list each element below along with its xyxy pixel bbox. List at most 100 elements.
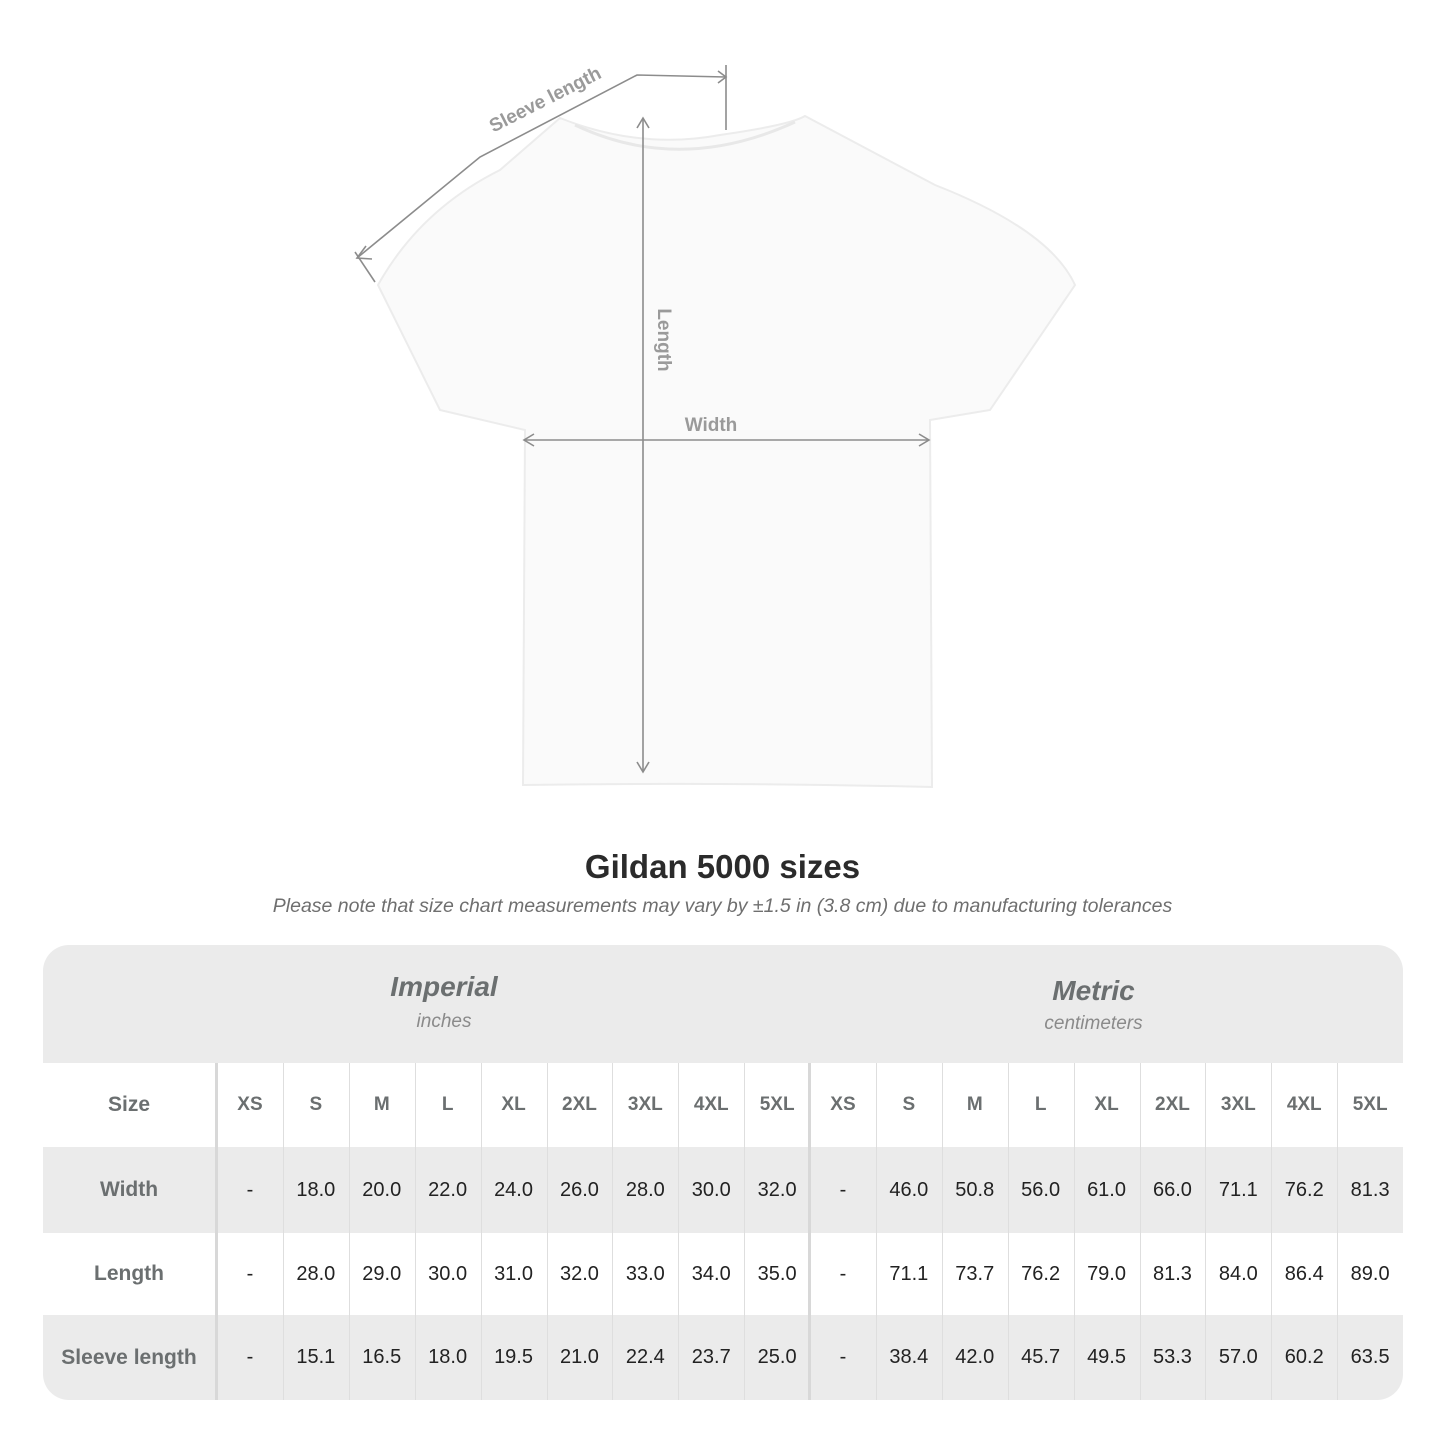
row-label: Length [94, 1262, 164, 1285]
column-divider [1074, 1063, 1075, 1400]
imperial-value: 25.0 [757, 1346, 797, 1368]
length-label: Length [653, 308, 674, 371]
imperial-value: 18.0 [428, 1346, 468, 1368]
imperial-size-m: M [373, 1094, 390, 1115]
column-divider [942, 1063, 943, 1400]
column-divider [1271, 1063, 1272, 1400]
metric-value: 60.2 [1284, 1346, 1324, 1368]
metric-value: 50.8 [955, 1178, 995, 1201]
column-divider [415, 1063, 416, 1400]
imperial-value: 32.0 [757, 1178, 797, 1201]
metric-value: 46.0 [889, 1178, 929, 1201]
imperial-value: 20.0 [362, 1178, 402, 1201]
imperial-value: 35.0 [757, 1262, 797, 1285]
imperial-header: Imperial inches [215, 945, 673, 1063]
column-divider [481, 1063, 482, 1400]
imperial-value: 19.5 [494, 1346, 533, 1368]
imperial-value: 18.0 [296, 1178, 336, 1201]
metric-size-4xl: 4XL [1286, 1094, 1322, 1115]
metric-size-s: S [902, 1094, 916, 1115]
imperial-value: 28.0 [296, 1262, 336, 1285]
metric-value: 45.7 [1021, 1346, 1061, 1368]
metric-value: 81.3 [1152, 1262, 1192, 1285]
imperial-value: 21.0 [559, 1346, 599, 1368]
metric-value: 53.3 [1152, 1346, 1192, 1368]
column-divider [547, 1063, 548, 1400]
metric-size-xl: XL [1094, 1094, 1119, 1115]
row-label: Width [99, 1178, 159, 1201]
metric-size-2xl: 2XL [1155, 1094, 1190, 1115]
metric-value: 57.0 [1218, 1346, 1258, 1368]
metric-value: - [839, 1178, 847, 1201]
tolerance-note: Please note that size chart measurements… [272, 895, 1173, 917]
metric-size-3xl: 3XL [1220, 1094, 1256, 1115]
metric-value: 61.0 [1087, 1178, 1126, 1201]
width-label: Width [685, 415, 738, 436]
metric-value: 38.4 [889, 1346, 929, 1368]
imperial-value: 30.0 [428, 1262, 468, 1285]
column-divider [876, 1063, 877, 1400]
sleeve-length-label: Sleeve length [486, 63, 605, 137]
imperial-value: 32.0 [559, 1262, 599, 1285]
column-divider [808, 1063, 811, 1400]
imperial-size-3xl: 3XL [627, 1094, 663, 1115]
metric-title: Metric [1052, 975, 1135, 1006]
metric-value: 89.0 [1350, 1262, 1390, 1285]
column-divider [1205, 1063, 1206, 1400]
metric-value: 49.5 [1087, 1346, 1126, 1368]
metric-size-5xl: 5XL [1352, 1094, 1388, 1115]
column-divider [744, 1063, 745, 1400]
row-label: Sleeve length [61, 1345, 197, 1369]
sleeve-length-row [43, 1315, 1403, 1400]
imperial-value: 23.7 [691, 1346, 731, 1368]
column-divider [349, 1063, 350, 1400]
imperial-value: 31.0 [494, 1262, 533, 1285]
metric-value: 42.0 [955, 1346, 995, 1368]
imperial-size-2xl: 2XL [562, 1094, 597, 1115]
metric-size-m: M [966, 1094, 983, 1115]
imperial-size-s: S [309, 1094, 323, 1115]
imperial-value: 34.0 [691, 1262, 731, 1285]
column-divider [283, 1063, 284, 1400]
imperial-value: - [246, 1262, 254, 1285]
column-divider [1008, 1063, 1009, 1400]
imperial-size-l: L [441, 1094, 454, 1115]
size-header: Size [107, 1093, 151, 1116]
metric-value: - [839, 1262, 847, 1285]
metric-unit: centimeters [1044, 1013, 1143, 1034]
imperial-value: 22.4 [625, 1346, 665, 1368]
metric-size-l: L [1034, 1094, 1047, 1115]
imperial-title: Imperial [390, 971, 498, 1002]
metric-value: 71.1 [1218, 1178, 1258, 1201]
imperial-value: 26.0 [559, 1178, 599, 1201]
imperial-value: 33.0 [625, 1262, 665, 1285]
tshirt-image [376, 114, 1077, 789]
size-table: Imperial inches Metric centimeters Size X… [43, 945, 1403, 1400]
imperial-size-5xl: 5XL [759, 1094, 795, 1115]
column-divider [1140, 1063, 1141, 1400]
metric-value: 86.4 [1284, 1262, 1324, 1285]
imperial-value: 22.0 [428, 1178, 468, 1201]
metric-value: 71.1 [889, 1262, 929, 1285]
column-divider [612, 1063, 613, 1400]
imperial-value: 29.0 [362, 1262, 402, 1285]
imperial-value: - [246, 1346, 254, 1368]
metric-value: 76.2 [1021, 1262, 1061, 1285]
imperial-size-4xl: 4XL [693, 1094, 729, 1115]
sleeve-length-arrow [356, 74, 727, 259]
metric-value: 79.0 [1087, 1262, 1126, 1285]
column-divider [678, 1063, 679, 1400]
imperial-value: 16.5 [362, 1346, 402, 1368]
imperial-value: 30.0 [691, 1178, 731, 1201]
imperial-size-xs: XS [237, 1094, 263, 1115]
imperial-size-xl: XL [501, 1094, 526, 1115]
metric-value: - [839, 1346, 847, 1368]
column-divider [215, 1063, 218, 1400]
metric-value: 73.7 [955, 1262, 995, 1285]
metric-value: 66.0 [1152, 1178, 1192, 1201]
tshirt-diagram: Sleeve length Length Width [354, 63, 1077, 789]
metric-value: 76.2 [1284, 1178, 1324, 1201]
metric-value: 81.3 [1350, 1178, 1390, 1201]
width-row [43, 1147, 1403, 1233]
imperial-value: - [246, 1178, 254, 1201]
